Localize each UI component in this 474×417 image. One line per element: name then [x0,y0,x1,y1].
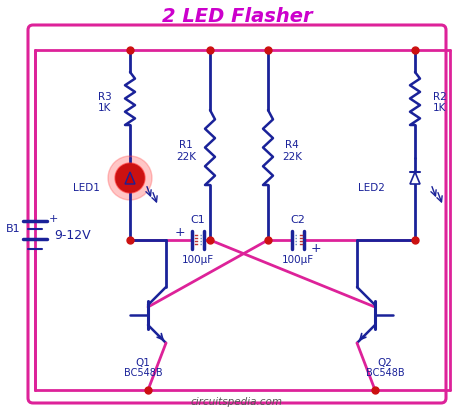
Text: 100μF: 100μF [182,255,214,265]
Text: BC548B: BC548B [365,368,404,378]
Circle shape [115,163,145,193]
Text: 22K: 22K [176,152,196,162]
Text: circuitspedia.com: circuitspedia.com [191,397,283,407]
Text: 2 LED Flasher: 2 LED Flasher [162,7,312,25]
Text: Q1: Q1 [136,358,150,368]
Circle shape [108,156,152,200]
Text: 22K: 22K [282,152,302,162]
Polygon shape [125,172,135,184]
Circle shape [116,164,144,192]
Text: +: + [48,214,58,224]
Text: R1: R1 [179,140,193,150]
Text: +: + [175,226,185,239]
Text: C2: C2 [291,215,305,225]
Text: LED1: LED1 [73,183,100,193]
Text: B1: B1 [6,224,20,234]
Text: R2: R2 [433,92,447,102]
Polygon shape [410,172,420,184]
Text: R4: R4 [285,140,299,150]
Text: BC548B: BC548B [124,368,162,378]
Text: LED2: LED2 [358,183,385,193]
Text: 1K: 1K [98,103,112,113]
Text: 9-12V: 9-12V [55,229,91,241]
Text: R3: R3 [98,92,112,102]
Text: 1K: 1K [433,103,447,113]
Text: C1: C1 [191,215,205,225]
Text: Q2: Q2 [378,358,392,368]
Text: 100μF: 100μF [282,255,314,265]
Text: +: + [310,241,321,254]
